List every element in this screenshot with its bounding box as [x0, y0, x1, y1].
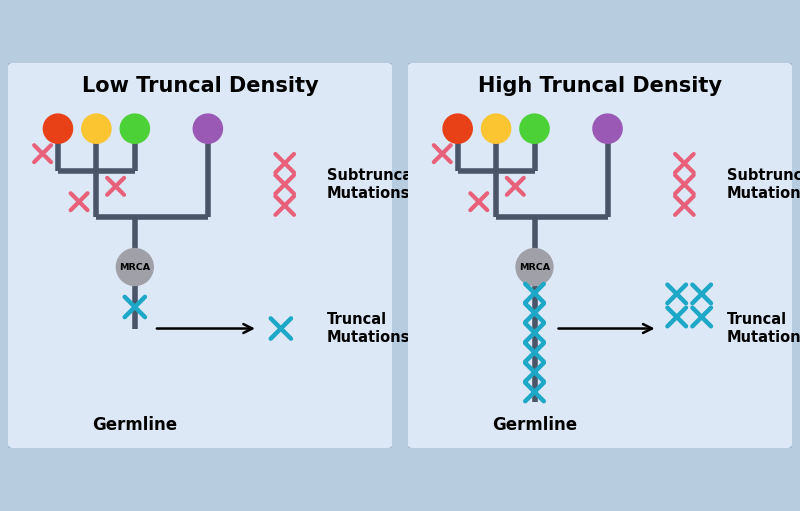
Circle shape	[516, 248, 553, 286]
Text: High Truncal Density: High Truncal Density	[478, 77, 722, 97]
Text: Germline: Germline	[492, 415, 577, 434]
Text: Truncal
Mutations: Truncal Mutations	[726, 312, 800, 345]
Text: Low Truncal Density: Low Truncal Density	[82, 77, 318, 97]
Circle shape	[82, 114, 111, 143]
Text: Subtruncal
Mutations: Subtruncal Mutations	[726, 168, 800, 201]
Circle shape	[443, 114, 472, 143]
Circle shape	[482, 114, 510, 143]
Text: Truncal
Mutations: Truncal Mutations	[327, 312, 410, 345]
Circle shape	[593, 114, 622, 143]
Circle shape	[116, 248, 154, 286]
Text: Germline: Germline	[92, 415, 178, 434]
Circle shape	[43, 114, 73, 143]
Text: MRCA: MRCA	[519, 263, 550, 271]
FancyBboxPatch shape	[406, 61, 794, 450]
Circle shape	[120, 114, 150, 143]
FancyBboxPatch shape	[6, 61, 394, 450]
Circle shape	[194, 114, 222, 143]
Circle shape	[520, 114, 549, 143]
Text: MRCA: MRCA	[119, 263, 150, 271]
Text: Subtruncal
Mutations: Subtruncal Mutations	[327, 168, 417, 201]
